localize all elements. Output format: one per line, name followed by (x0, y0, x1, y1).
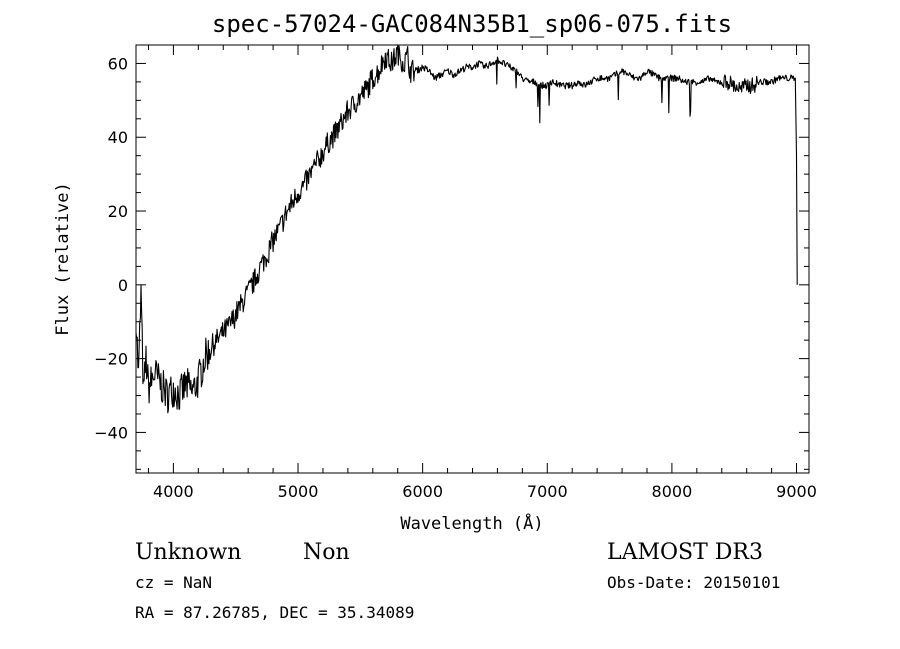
axis-ticks (136, 44, 809, 473)
y-tick-label: 40 (108, 128, 128, 147)
y-axis-label-group: Flux (relative) (53, 182, 73, 336)
redshift-label: cz = NaN (135, 573, 212, 592)
x-tick-label: 7000 (527, 482, 568, 501)
y-tick-label: 20 (108, 202, 128, 221)
x-axis-label: Wavelength (Å) (400, 512, 543, 534)
y-tick-label: −20 (94, 350, 128, 369)
y-axis-label: Flux (relative) (53, 182, 73, 336)
object-subclass-label: Non (303, 540, 350, 565)
y-tick-label: 60 (108, 54, 128, 73)
x-tick-label: 5000 (278, 482, 319, 501)
survey-label: LAMOST DR3 (607, 540, 763, 565)
axis-tick-labels: 4000 5000 6000 7000 8000 9000 −40 −20 0 20 40 60 (94, 54, 817, 501)
y-tick-label: −40 (94, 423, 128, 442)
x-tick-label: 6000 (402, 482, 443, 501)
x-tick-label: 9000 (776, 482, 817, 501)
chart-title: spec-57024-GAC084N35B1_sp06-075.fits (212, 10, 732, 38)
coordinates-label: RA = 87.26785, DEC = 35.34089 (135, 603, 414, 622)
x-tick-label: 8000 (652, 482, 693, 501)
plot-frame (135, 44, 810, 474)
obs-date-label: Obs-Date: 20150101 (607, 573, 780, 592)
spectrum-line (135, 45, 798, 414)
y-tick-label: 0 (118, 276, 128, 295)
object-class-label: Unknown (135, 540, 241, 565)
x-tick-label: 4000 (153, 482, 194, 501)
